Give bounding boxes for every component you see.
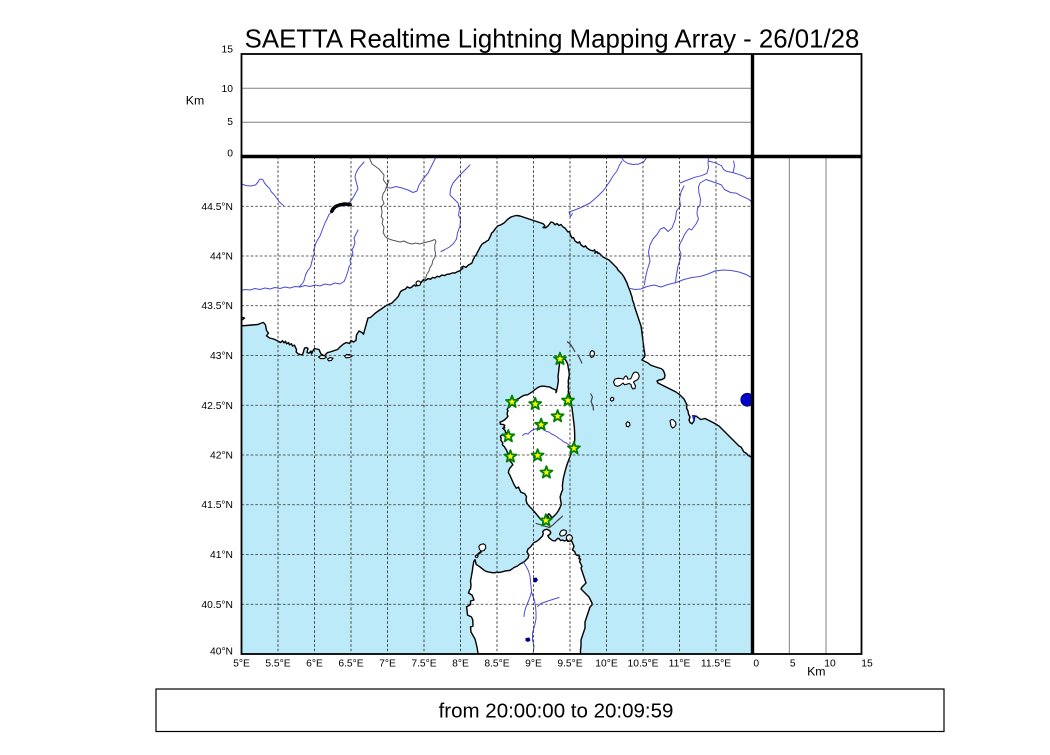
svg-text:6.5°E: 6.5°E (338, 658, 363, 669)
svg-text:44°N: 44°N (210, 252, 233, 263)
svg-text:43°N: 43°N (210, 351, 233, 362)
svg-text:11°E: 11°E (669, 658, 691, 669)
svg-text:40°N: 40°N (210, 647, 233, 658)
svg-text:Km: Km (807, 665, 825, 679)
svg-text:6°E: 6°E (306, 658, 323, 669)
svg-text:0: 0 (227, 148, 233, 159)
svg-text:15: 15 (861, 658, 873, 669)
svg-text:10°E: 10°E (595, 658, 618, 669)
svg-text:9°E: 9°E (525, 658, 542, 669)
svg-text:15: 15 (222, 45, 234, 56)
svg-text:11.5°E: 11.5°E (701, 658, 731, 669)
svg-text:Km: Km (186, 93, 204, 107)
svg-text:9.5°E: 9.5°E (557, 658, 582, 669)
svg-text:7.5°E: 7.5°E (411, 658, 436, 669)
svg-text:SAETTA Realtime Lightning Mapp: SAETTA Realtime Lightning Mapping Array … (245, 26, 860, 54)
svg-text:10: 10 (222, 84, 234, 95)
svg-text:41.5°N: 41.5°N (201, 500, 233, 511)
svg-text:43.5°N: 43.5°N (201, 301, 233, 312)
svg-text:42°N: 42°N (210, 451, 233, 462)
svg-text:5°E: 5°E (233, 658, 250, 669)
svg-text:40.5°N: 40.5°N (201, 600, 233, 611)
svg-text:10: 10 (824, 658, 836, 669)
svg-text:from 20:00:00 to 20:09:59: from 20:00:00 to 20:09:59 (439, 700, 674, 723)
svg-text:5.5°E: 5.5°E (265, 658, 290, 669)
svg-text:44.5°N: 44.5°N (201, 202, 233, 213)
svg-text:10.5°E: 10.5°E (627, 658, 658, 669)
svg-text:8.5°E: 8.5°E (484, 658, 509, 669)
svg-text:5: 5 (790, 658, 796, 669)
svg-text:42.5°N: 42.5°N (201, 401, 233, 412)
svg-text:7°E: 7°E (379, 658, 396, 669)
svg-text:0: 0 (753, 658, 759, 669)
svg-text:41°N: 41°N (210, 550, 233, 561)
svg-text:8°E: 8°E (452, 658, 469, 669)
svg-text:5: 5 (227, 117, 233, 128)
